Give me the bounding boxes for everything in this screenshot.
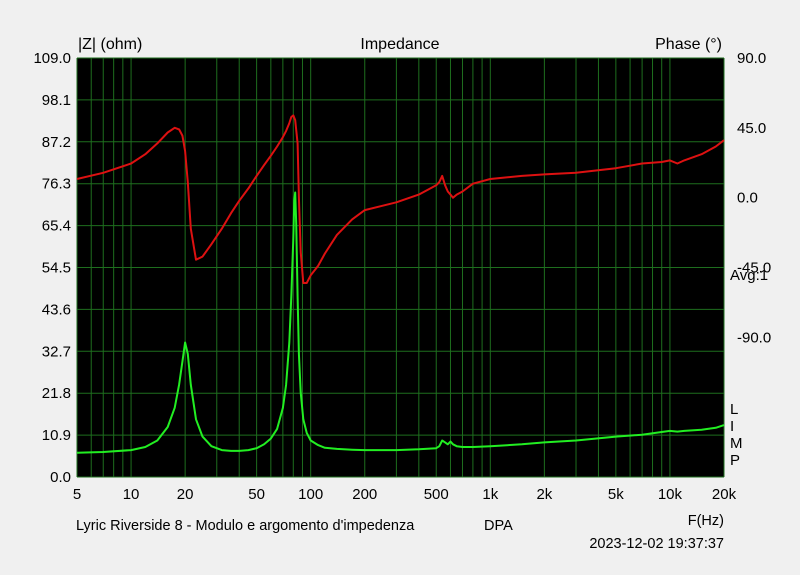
x-tick-label: 10 <box>123 486 140 503</box>
chart-title: Impedance <box>360 36 439 53</box>
footer-timestamp: 2023-12-02 19:37:37 <box>589 536 724 552</box>
y-tick-right-label: -90.0 <box>737 329 771 346</box>
x-tick-label: 20k <box>712 486 737 503</box>
x-tick-label: 5k <box>608 486 624 503</box>
y-axis-left-label: |Z| (ohm) <box>78 36 142 53</box>
tick-labels: 0.0 10.9 21.8 32.7 43.6 54.5 65.4 76.3 87.2 98.1 1… <box>33 50 771 503</box>
x-tick-label: 500 <box>424 486 449 503</box>
series-layer <box>76 114 725 454</box>
x-tick-label: 10k <box>658 486 683 503</box>
y-tick-left-label: 32.7 <box>42 343 71 360</box>
limp-letter-l: L <box>730 401 738 418</box>
limp-letter-m: M <box>730 435 743 452</box>
x-tick-label: 50 <box>248 486 265 503</box>
limp-letter-p: P <box>730 452 740 469</box>
y-tick-right-label: 45.0 <box>737 120 766 137</box>
y-tick-left-label: 54.5 <box>42 260 71 277</box>
grid-lines <box>76 57 725 478</box>
x-tick-label: 200 <box>352 486 377 503</box>
x-tick-label: 100 <box>298 486 323 503</box>
y-tick-left-label: 10.9 <box>42 427 71 444</box>
y-tick-left-label: 109.0 <box>33 50 71 67</box>
x-tick-label: 2k <box>536 486 552 503</box>
y-axis-right-label: Phase (°) <box>655 36 722 53</box>
y-tick-left-label: 21.8 <box>42 385 71 402</box>
avg-annotation: Avg:1 <box>730 267 768 284</box>
impedance-series-line <box>76 191 725 454</box>
y-tick-left-label: 43.6 <box>42 301 71 318</box>
x-tick-label: 1k <box>482 486 498 503</box>
y-tick-right-label: 90.0 <box>737 50 766 67</box>
limp-letter-i: I <box>730 418 734 435</box>
y-tick-left-label: 65.4 <box>42 218 71 235</box>
y-tick-left-label: 0.0 <box>50 469 71 486</box>
footer-dpa: DPA <box>484 518 513 534</box>
x-tick-label: 20 <box>177 486 194 503</box>
phase-series-line <box>76 114 725 284</box>
y-tick-right-label: 0.0 <box>737 190 758 207</box>
y-tick-left-label: 98.1 <box>42 92 71 109</box>
footer-description: Lyric Riverside 8 - Modulo e argomento d… <box>76 518 415 534</box>
y-tick-left-label: 87.2 <box>42 134 71 151</box>
y-tick-left-label: 76.3 <box>42 176 71 193</box>
x-axis-label: F(Hz) <box>688 513 724 529</box>
x-tick-label: 5 <box>73 486 81 503</box>
y-tick-right-label: -45.0 <box>737 260 771 277</box>
